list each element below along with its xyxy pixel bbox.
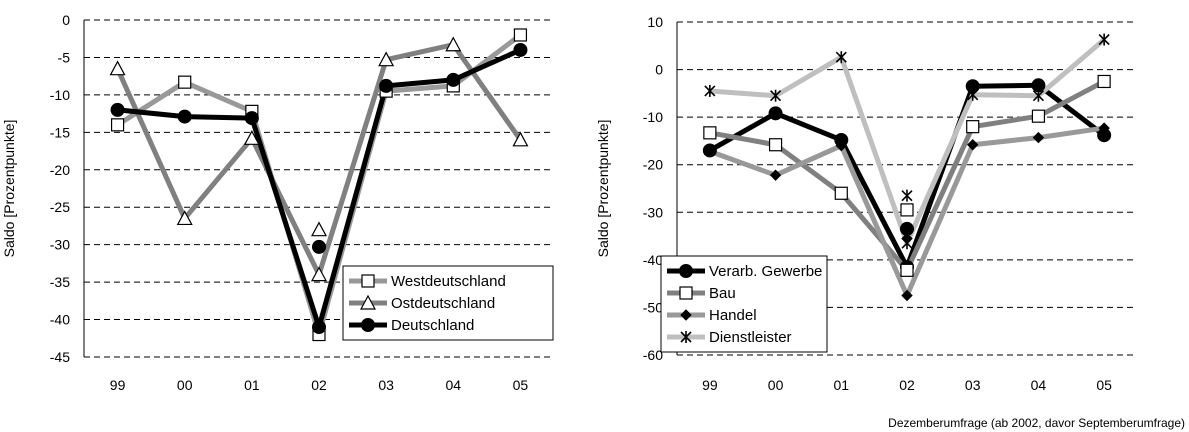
right-legend-label: Dienstleister [709,329,792,346]
right-data-point [901,189,913,202]
right-ytick-label: -50 [643,299,663,315]
left-data-point [243,130,260,145]
left-legend-marker [361,274,375,288]
right-xtick-label: 02 [899,377,915,393]
right-ytick-label: 0 [655,62,663,78]
right-xtick-label: 05 [1096,377,1112,393]
right-legend-marker [680,309,692,321]
footnote: Dezemberumfrage (ab 2002, davor Septembe… [888,416,1185,430]
right-data-point [770,89,782,102]
right-ytick-label: -30 [643,204,663,220]
right-ytick-label: -40 [643,252,663,268]
right-ytick-label: -60 [643,347,663,363]
left-xtick-label: 00 [177,377,193,393]
right-data-point [768,106,783,121]
right-legend: Verarb. Gewerbe Bau Handel Dienstleister [660,255,828,353]
left-legend-label: Deutschland [391,317,474,334]
right-ytick-label: 10 [647,14,663,30]
left-data-point [244,111,259,126]
left-ytick-label: -35 [50,274,70,290]
left-data-point [312,239,326,254]
left-xtick-label: 04 [445,377,461,393]
left-xtick-label: 99 [110,377,126,393]
left-data-point [312,320,326,335]
right-data-point [1032,131,1045,144]
left-data-point [310,221,328,237]
left-ytick-label: -5 [58,49,71,65]
left-xtick-label: 01 [244,377,260,393]
left-ytick-label: -15 [50,124,70,140]
right-xtick-label: 99 [702,377,718,393]
left-legend-label: Ostdeutschland [391,295,495,312]
left-ytick-label: -10 [50,87,70,103]
left-data-point [379,78,394,93]
left-data-point [512,131,529,147]
left-xtick-label: 05 [513,377,529,393]
left-data-point [109,60,126,76]
right-legend-label: Handel [709,307,757,324]
left-ytick-label: -30 [50,237,70,253]
right-legend-label: Verarb. Gewerbe [709,263,822,280]
right-data-point [769,169,782,181]
left-ytick-label: -20 [50,162,70,178]
right-legend-marker [679,264,693,278]
left-data-point [110,102,125,117]
left-legend-label: Westdeutschland [391,273,506,290]
right-data-point [901,237,913,250]
right-data-point [704,84,716,97]
right-data-point [768,138,783,152]
left-xtick-label: 02 [311,377,327,393]
left-data-point [310,266,328,282]
right-data-point [1097,74,1111,89]
right-data-point [1098,33,1110,46]
left-data-point [446,72,461,87]
left-data-point [513,42,528,57]
left-legend: Westdeutschland Ostdeutschland Deutschland [342,265,554,341]
left-data-point [110,118,125,132]
right-data-point [834,186,848,200]
left-data-point [513,28,528,42]
left-data-point [178,75,192,89]
right-data-point [1032,89,1044,102]
left-data-point [177,109,192,124]
right-data-point [703,126,717,140]
left-legend-marker [359,294,377,310]
right-legend-label: Bau [709,285,736,302]
right-ylabel: Saldo [Prozentpunkte] [595,120,611,258]
chart-regions: 0 -5 -10 -15 -20 -25 -30 -35 -40 -45 99 00 01 02 03 04 0… [1,12,554,393]
left-legend-marker [361,318,375,332]
right-data-point [1098,122,1110,134]
left-ytick-label: -25 [50,199,70,215]
left-ylabel: Saldo [Prozentpunkte] [1,120,17,258]
right-data-point [704,145,716,158]
right-data-point [901,289,913,302]
left-ytick-label: 0 [62,12,70,28]
right-legend-marker [679,286,693,300]
left-ytick-label: -45 [50,349,70,365]
right-xtick-label: 03 [965,377,981,393]
right-data-point [967,88,979,101]
right-data-point [1031,109,1046,123]
right-ytick-label: -20 [643,157,663,173]
right-data-point [967,139,979,151]
right-ytick-label: -10 [643,109,663,125]
left-ytick-label: -40 [50,312,70,328]
left-legend-box [342,265,554,341]
right-data-point [900,203,914,217]
right-data-point [835,139,847,152]
left-xtick-label: 03 [378,377,394,393]
right-data-point [835,51,847,64]
right-xtick-label: 00 [768,377,784,393]
left-data-point [378,51,395,67]
right-legend-marker [680,331,692,343]
left-data-point [445,36,462,52]
right-data-point [966,120,980,134]
chart-sectors: 10 0 -10 -20 -30 -40 -50 -60 99 00 01 02 03 04 05 Saldo… [595,14,1137,393]
right-xtick-label: 01 [833,377,849,393]
left-data-point [176,210,193,226]
right-data-point [900,263,914,277]
right-xtick-label: 04 [1031,377,1047,393]
